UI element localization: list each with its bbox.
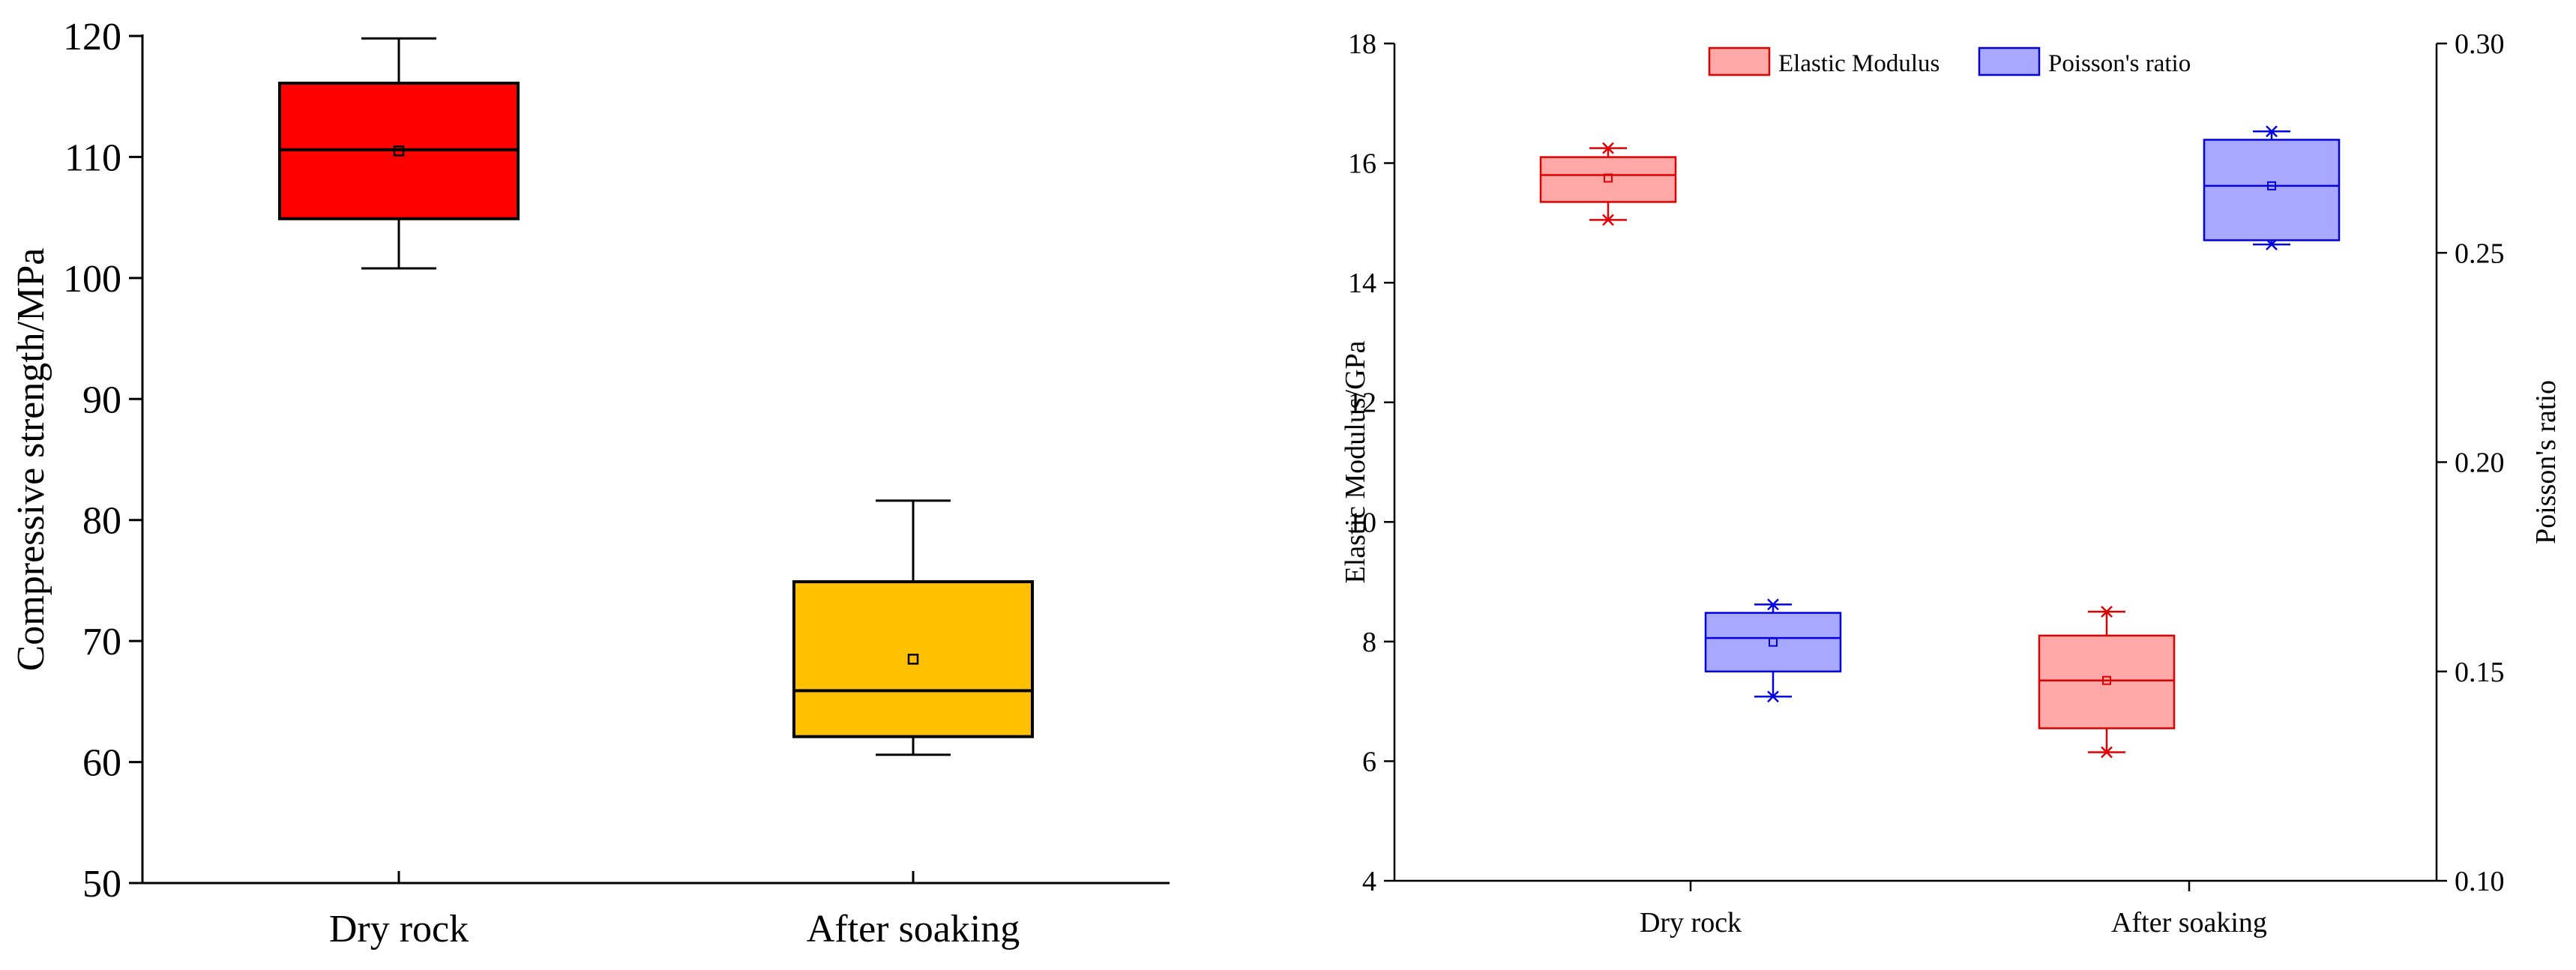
outlier-min-poisson-s-ratio-dry-rock bbox=[1767, 690, 1779, 703]
outlier-max-elastic-modulus-after-soaking bbox=[2101, 606, 2113, 618]
mean-marker-elastic-modulus-dry-rock bbox=[1604, 173, 1613, 183]
y2-tick-label-0-10: 0.10 bbox=[2455, 866, 2505, 897]
y-tick-label-4: 4 bbox=[1362, 866, 1376, 897]
y-tick-label-12: 12 bbox=[1348, 388, 1376, 419]
y-tick-label-70: 70 bbox=[82, 621, 121, 663]
legend-label-poisson-s-ratio: Poisson's ratio bbox=[2048, 50, 2191, 77]
outlier-min-elastic-modulus-dry-rock bbox=[1602, 214, 1614, 226]
outlier-max-poisson-s-ratio-dry-rock bbox=[1767, 598, 1779, 611]
box-elastic-modulus-after-soaking bbox=[2038, 634, 2176, 729]
elastic-modulus-poisson-chart: 4 6 8 10 12 14 16 18 0.10 0.15 0.20 0.25 0.30 Dry roc… bbox=[1340, 28, 2562, 939]
y-tick-label-50: 50 bbox=[82, 863, 121, 906]
box-poisson-s-ratio-dry-rock bbox=[1704, 612, 1842, 672]
y2-tick-label-0-15: 0.15 bbox=[2455, 657, 2505, 688]
y-tick-label-80: 80 bbox=[82, 500, 121, 543]
mean-marker-dry-rock bbox=[393, 145, 405, 157]
y-tick-label-10: 10 bbox=[1348, 507, 1376, 538]
y-tick-label-60: 60 bbox=[82, 742, 121, 785]
x-tick-label-dry-rock: Dry rock bbox=[329, 908, 469, 951]
y-tick-label-16: 16 bbox=[1348, 148, 1376, 180]
legend-swatch-poisson-s-ratio bbox=[1978, 46, 2041, 76]
y2-tick-label-0-25: 0.25 bbox=[2455, 238, 2505, 269]
legend-label-elastic-modulus: Elastic Modulus bbox=[1778, 50, 1939, 77]
y-axis-label: Elastic Modulus/GPa bbox=[1340, 340, 1371, 583]
y-tick-label-18: 18 bbox=[1348, 28, 1376, 60]
y-tick-label-120: 120 bbox=[63, 16, 121, 58]
outlier-max-elastic-modulus-dry-rock bbox=[1602, 142, 1614, 154]
legend-swatch-elastic-modulus bbox=[1708, 46, 1771, 76]
y-tick-label-8: 8 bbox=[1362, 627, 1376, 658]
y2-axis-label: Poisson's ratio bbox=[2530, 380, 2562, 544]
y-axis-label: Compressive strength/MPa bbox=[10, 248, 52, 672]
y-tick-label-110: 110 bbox=[64, 136, 121, 179]
outlier-max-poisson-s-ratio-after-soaking bbox=[2266, 125, 2278, 138]
mean-marker-after-soaking bbox=[907, 654, 919, 665]
box-after-soaking bbox=[792, 580, 1034, 738]
x-tick-label-dry-rock: Dry rock bbox=[1640, 907, 1742, 939]
x-tick-label-after-soaking: After soaking bbox=[2111, 907, 2267, 939]
y-tick-label-6: 6 bbox=[1362, 746, 1376, 777]
mean-marker-elastic-modulus-after-soaking bbox=[2102, 675, 2111, 685]
outlier-min-elastic-modulus-after-soaking bbox=[2101, 746, 2113, 759]
y-tick-label-90: 90 bbox=[82, 379, 121, 421]
y-tick-label-14: 14 bbox=[1348, 268, 1376, 299]
compressive-strength-chart: 50 60 70 80 90 100 110 120 Dry rock After soaking… bbox=[10, 16, 1170, 951]
box-elastic-modulus-dry-rock bbox=[1539, 156, 1677, 203]
y-tick-label-100: 100 bbox=[63, 258, 121, 301]
y2-tick-label-0-30: 0.30 bbox=[2455, 28, 2505, 60]
mean-marker-poisson-s-ratio-dry-rock bbox=[1769, 637, 1778, 647]
y2-tick-label-0-20: 0.20 bbox=[2455, 448, 2505, 479]
mean-marker-poisson-s-ratio-after-soaking bbox=[2267, 181, 2276, 190]
x-tick-label-after-soaking: After soaking bbox=[807, 908, 1020, 951]
